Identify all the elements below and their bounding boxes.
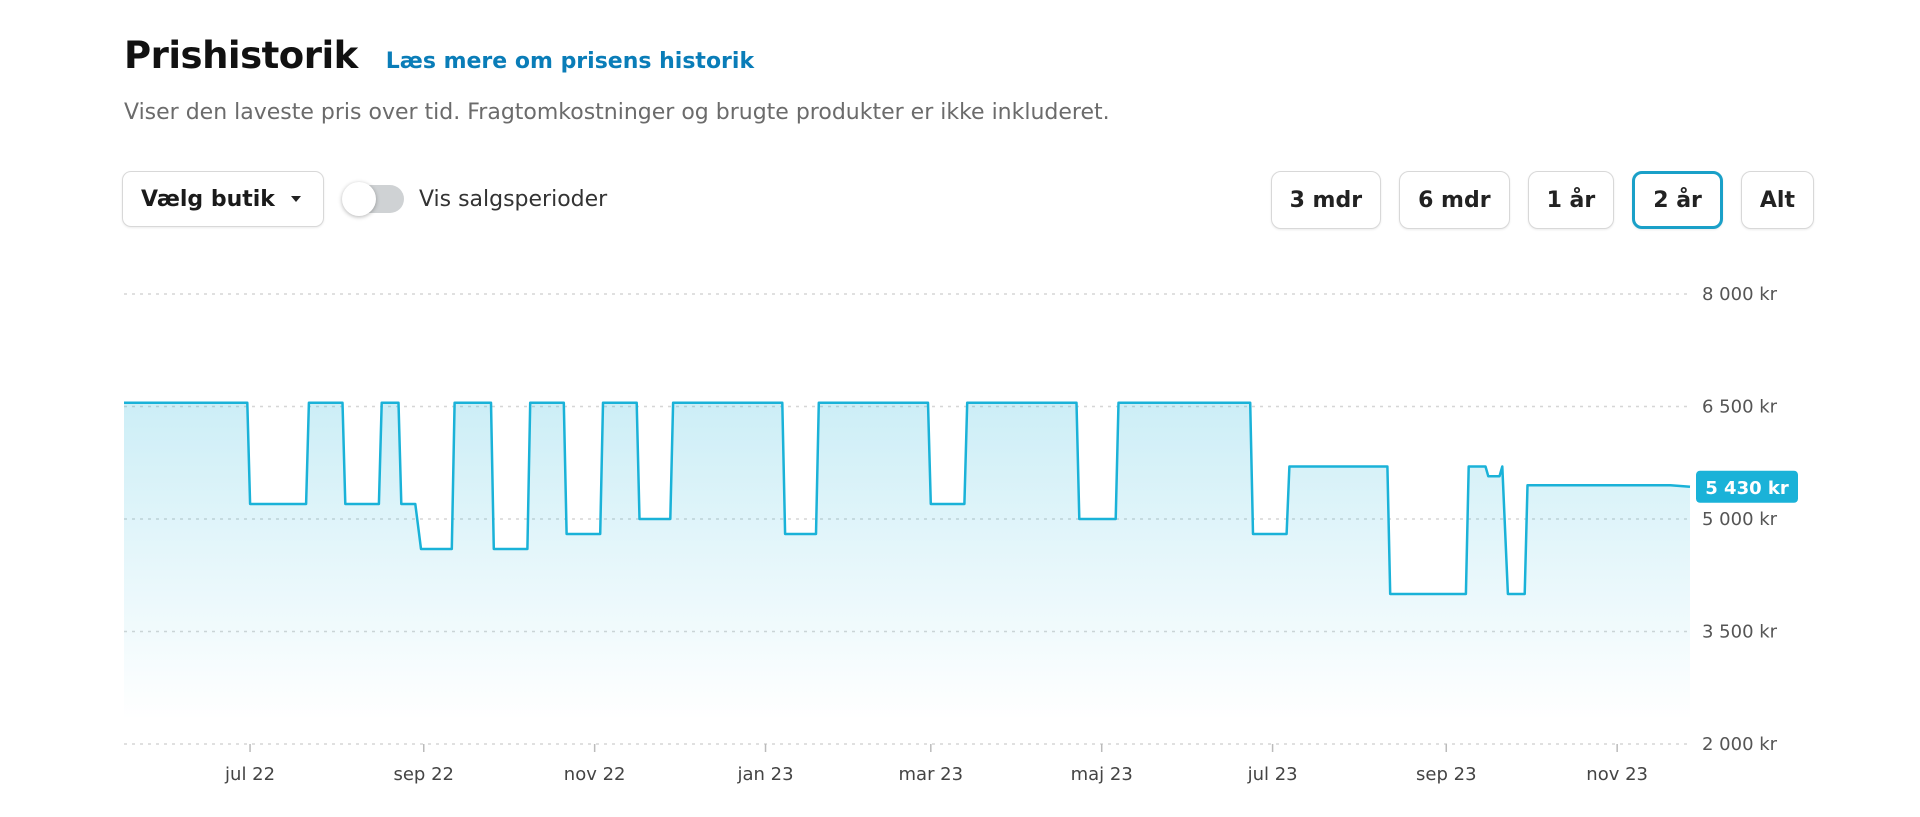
current-price-label: 5 430 kr [1705,478,1789,499]
page-subtitle: Viser den laveste pris over tid. Fragtom… [124,100,1110,125]
y-tick-label: 8 000 kr [1702,284,1778,305]
x-tick-label: maj 23 [1071,764,1133,785]
x-tick-label: jul 23 [1247,764,1298,785]
x-tick-label: nov 23 [1586,764,1648,785]
header: Prishistorik Læs mere om prisens histori… [124,34,754,77]
chart-controls: Vælg butik Vis salgsperioder [122,171,607,227]
current-price-badge: 5 430 kr [1696,470,1798,503]
y-tick-label: 3 500 kr [1702,622,1778,643]
x-tick-label: jan 23 [736,764,793,785]
range-button-all[interactable]: Alt [1740,171,1814,229]
sale-periods-label: Vis salgsperioder [418,186,608,212]
range-button-2y[interactable]: 2 år [1632,171,1723,229]
x-tick-label: sep 23 [1416,764,1477,785]
range-button-3m[interactable]: 3 mdr [1270,171,1382,229]
series-line [124,401,1691,596]
y-tick-label: 2 000 kr [1702,734,1778,755]
time-range-selector: 3 mdr 6 mdr 1 år 2 år Alt [1253,171,1814,229]
y-tick-label: 5 000 kr [1702,509,1778,530]
range-button-1y[interactable]: 1 år [1527,171,1615,229]
caret-down-icon [290,196,301,202]
area-fill [124,402,1690,720]
y-tick-label: 6 500 kr [1702,397,1778,418]
toggle-knob [341,182,376,216]
x-tick-label: sep 22 [393,764,454,785]
price-area [124,402,1690,720]
range-button-6m[interactable]: 6 mdr [1399,171,1510,229]
store-select-label: Vælg butik [141,186,275,212]
x-tick-label: mar 23 [899,764,964,785]
x-tick-label: jul 22 [224,764,275,785]
current-price-badge-bg [1696,470,1798,503]
price-line [124,401,1691,596]
price-history-info-link[interactable]: Læs mere om prisens historik [385,49,755,74]
x-tick-label: nov 22 [564,764,626,785]
axes: 2 000 kr 3 500 kr 5 000 kr 6 500 kr 8 000 kr… [224,284,1778,785]
page-title: Prishistorik [124,34,358,77]
sale-periods-toggle[interactable] [341,182,404,216]
store-select-button[interactable]: Vælg butik [122,171,324,227]
